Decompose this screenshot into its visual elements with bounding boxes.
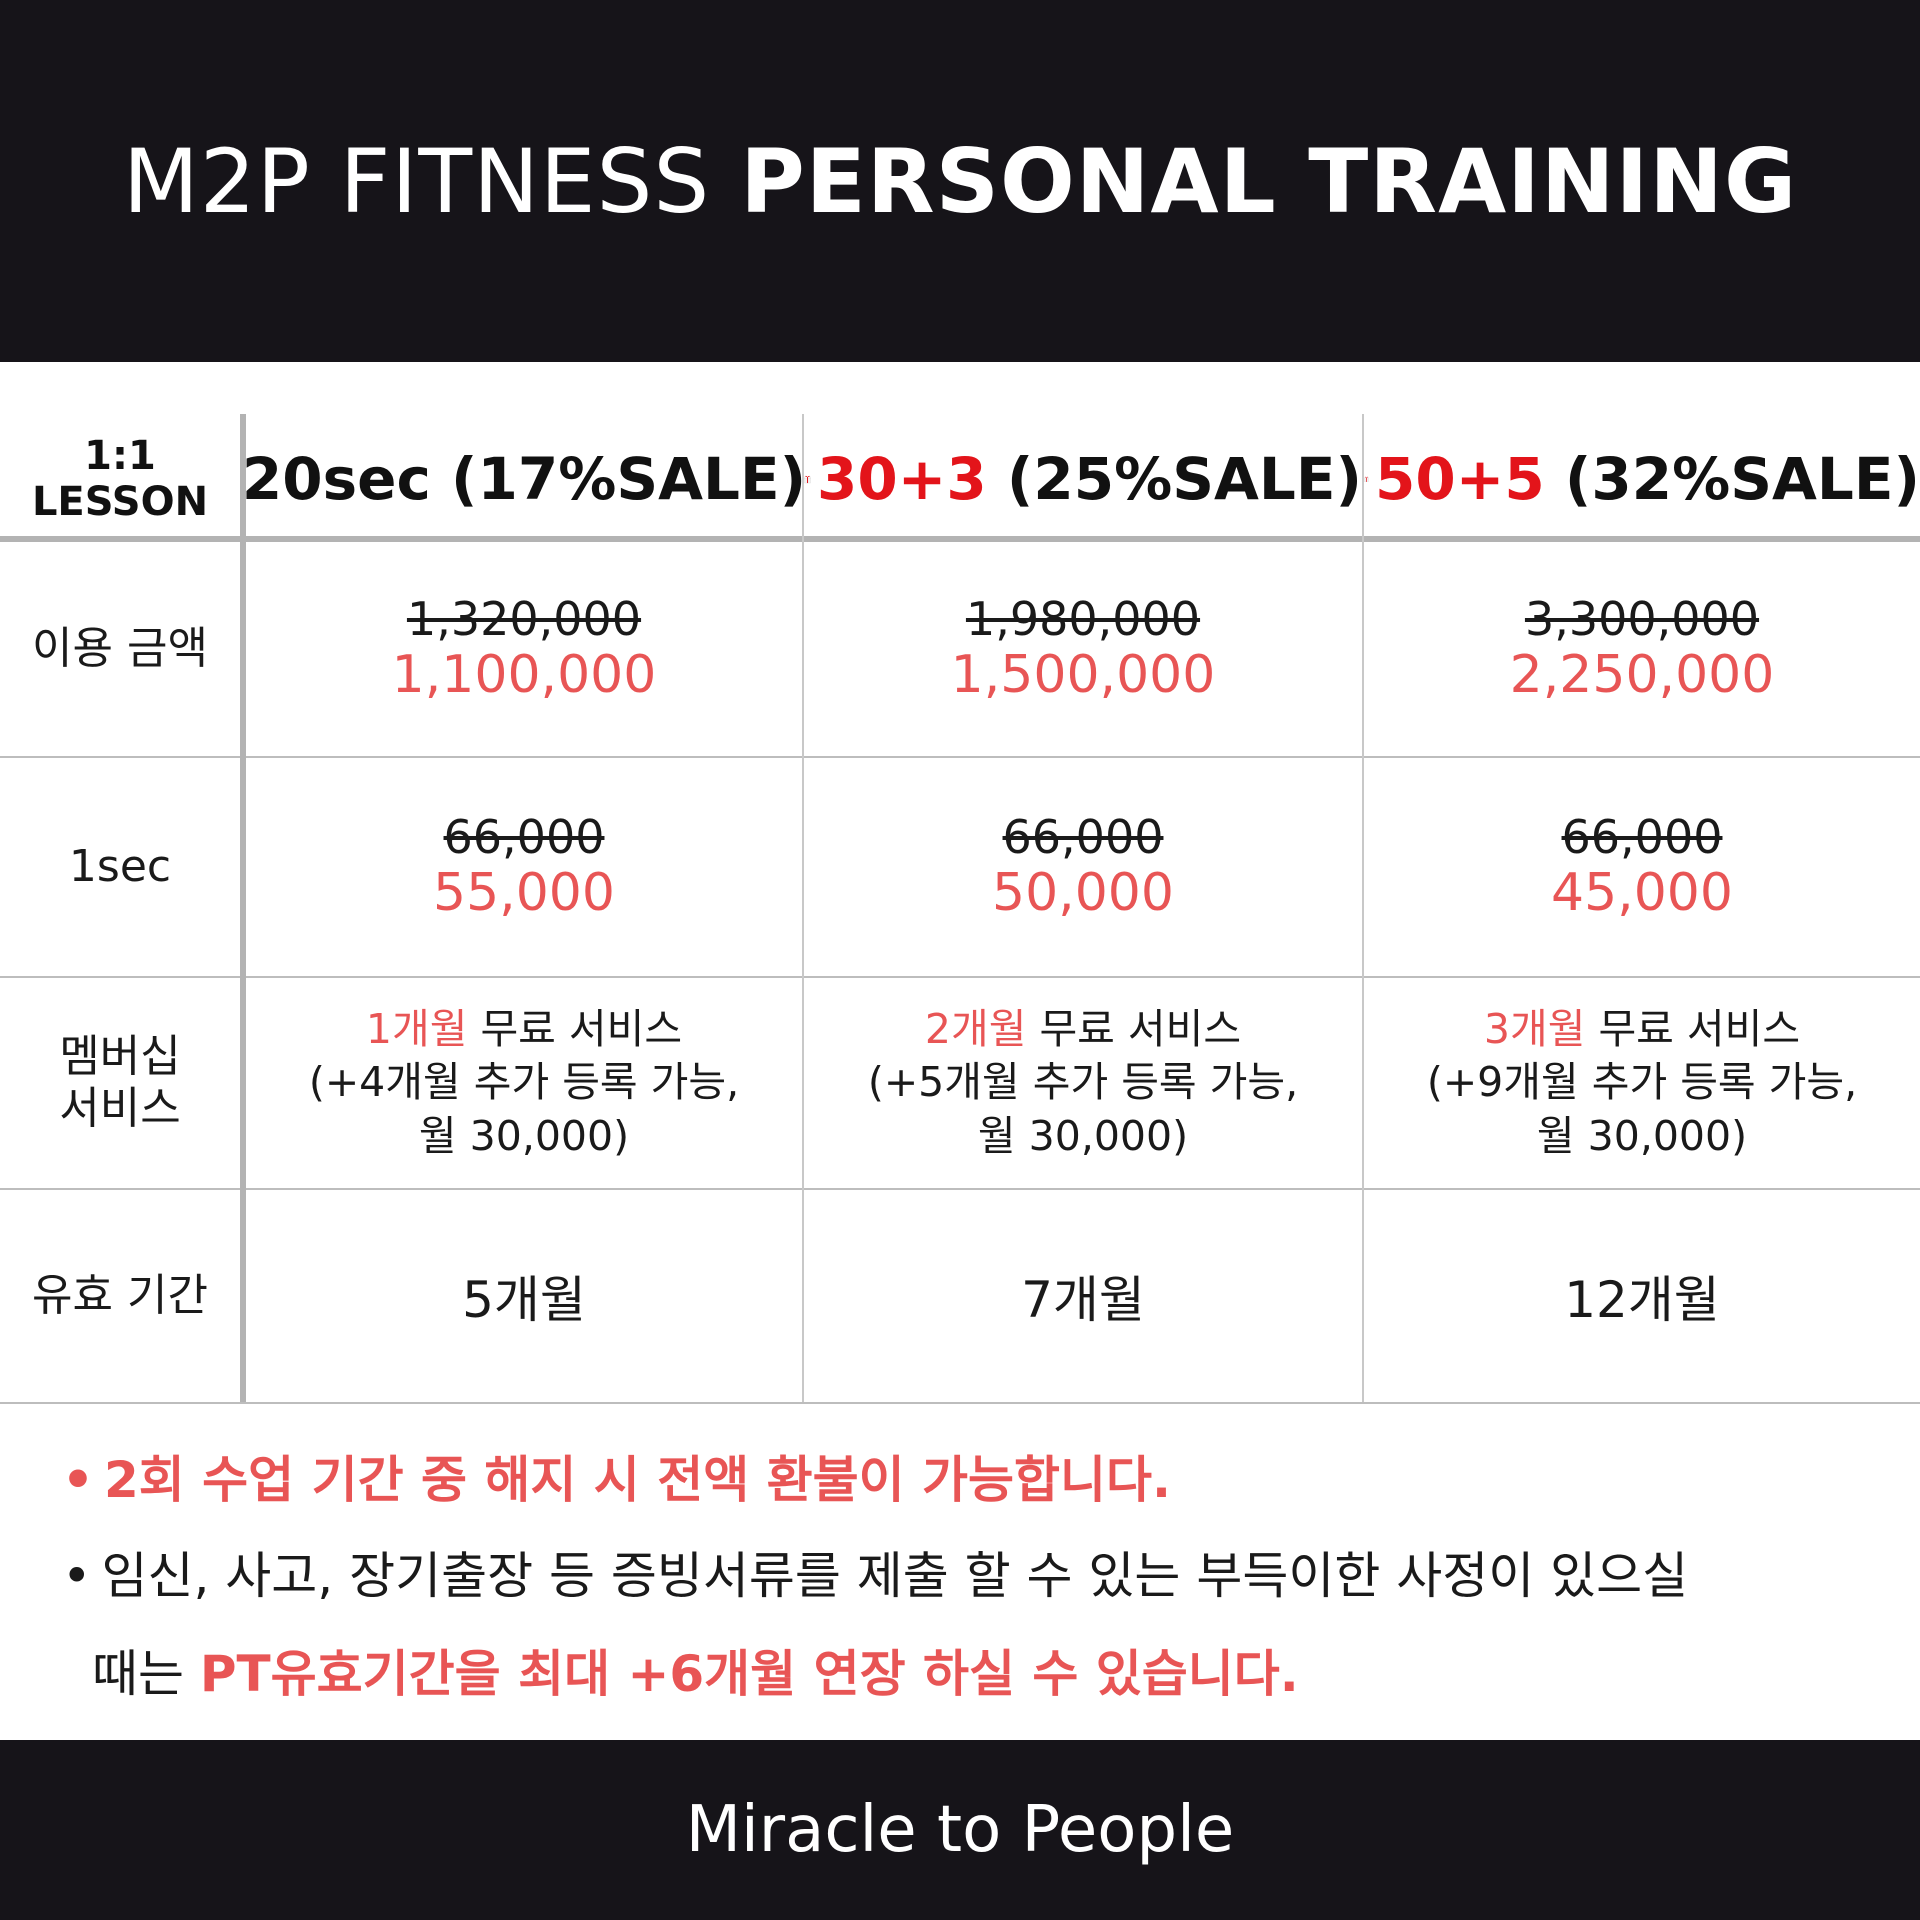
extension-note-text: 임신, 사고, 장기출장 등 증빙서류를 제출 할 수 있는 부득이한 사정이 … [101, 1547, 1689, 1605]
refund-note: • 2회 수업 기간 중 해지 시 전액 환불이 가능합니다. [62, 1440, 1171, 1512]
original-price: 3,300,000 [1524, 591, 1760, 646]
row-label-text: 이용 금액 [32, 623, 208, 675]
lesson-label: LESSON [31, 479, 209, 525]
validity-cell: 5개월 [246, 1190, 802, 1402]
column-header-50plus5: 50+5 (32%SALE) [1364, 422, 1920, 536]
row-divider [0, 756, 1920, 758]
per-session-cell: 66,000 45,000 [1364, 758, 1920, 976]
original-price: 1,980,000 [965, 591, 1201, 646]
original-price: 1,320,000 [406, 591, 642, 646]
column-header-label: 20sec (17%SALE) [241, 445, 807, 513]
column-divider [1362, 414, 1364, 1402]
column-header-count: 30+3 [817, 445, 987, 513]
extension-note-continued: 때는 PT유효기간을 최대 +6개월 연장 하실 수 있습니다. [92, 1634, 1299, 1706]
gift-box-icon [1364, 476, 1370, 482]
row-divider [0, 1402, 1920, 1404]
free-months: 2개월 [924, 1005, 1027, 1054]
row-label-text: 서비스 [59, 1083, 181, 1134]
validity-cell: 12개월 [1364, 1190, 1920, 1402]
price-cell: 3,300,000 2,250,000 [1364, 542, 1920, 756]
original-session-price: 66,000 [1561, 809, 1723, 864]
row-label-text: 1sec [68, 841, 172, 893]
lesson-ratio: 1:1 [84, 433, 156, 479]
free-service-text: 무료 서비스 [467, 1005, 683, 1054]
column-header-count: 50+5 [1375, 445, 1545, 513]
refund-note-text: 2회 수업 기간 중 해지 시 전액 환불이 가능합니다. [103, 1451, 1172, 1509]
bullet: • [62, 1547, 92, 1605]
monthly-fee-text: 월 30,000) [418, 1111, 630, 1160]
free-service-text: 무료 서비스 [1026, 1005, 1242, 1054]
membership-cell: 1개월 무료 서비스 (+4개월 추가 등록 가능, 월 30,000) [246, 978, 802, 1188]
price-cell: 1,980,000 1,500,000 [804, 542, 1362, 756]
row-label-text: 유효 기간 [32, 1270, 208, 1322]
price-table: 1:1 LESSON 20sec (17%SALE) 30+3 (25%SALE… [0, 362, 1920, 1406]
extension-note: • 임신, 사고, 장기출장 등 증빙서류를 제출 할 수 있는 부득이한 사정이… [62, 1536, 1688, 1608]
validity-value: 7개월 [1021, 1271, 1145, 1329]
extension-note-highlight: PT유효기간을 최대 +6개월 연장 하실 수 있습니다. [199, 1645, 1299, 1703]
row-label-price: 이용 금액 [0, 542, 240, 756]
column-header-20sec: 20sec (17%SALE) [242, 422, 806, 536]
notes-section: • 2회 수업 기간 중 해지 시 전액 환불이 가능합니다. • 임신, 사고, … [0, 1406, 1920, 1736]
validity-value: 5개월 [462, 1271, 586, 1329]
per-session-cell: 66,000 55,000 [246, 758, 802, 976]
sale-session-price: 50,000 [992, 862, 1174, 923]
membership-cell: 3개월 무료 서비스 (+9개월 추가 등록 가능, 월 30,000) [1364, 978, 1920, 1188]
sale-session-price: 55,000 [433, 862, 615, 923]
row-label-membership: 멤버십 서비스 [0, 978, 240, 1188]
monthly-fee-text: 월 30,000) [977, 1111, 1189, 1160]
footer-tagline: Miracle to People [685, 1793, 1235, 1867]
extra-registration-text: (+9개월 추가 등록 가능, [1426, 1058, 1858, 1107]
original-session-price: 66,000 [1002, 809, 1164, 864]
membership-free-line: 3개월 무료 서비스 [1484, 1003, 1800, 1056]
sale-price: 2,250,000 [1509, 644, 1775, 705]
membership-free-line: 1개월 무료 서비스 [366, 1003, 682, 1056]
title-brand: M2P FITNESS [122, 129, 711, 233]
free-months: 3개월 [1483, 1005, 1586, 1054]
validity-value: 12개월 [1564, 1271, 1720, 1329]
free-service-text: 무료 서비스 [1585, 1005, 1801, 1054]
column-header-sale: (32%SALE) [1544, 445, 1920, 513]
row-divider [0, 1188, 1920, 1190]
membership-free-line: 2개월 무료 서비스 [925, 1003, 1241, 1056]
gift-box-icon [804, 475, 812, 484]
sale-price: 1,500,000 [950, 644, 1216, 705]
row-divider [0, 976, 1920, 978]
label-column-divider [240, 414, 246, 1402]
extra-registration-text: (+5개월 추가 등록 가능, [867, 1058, 1299, 1107]
per-session-cell: 66,000 50,000 [804, 758, 1362, 976]
row-label-validity: 유효 기간 [0, 1190, 240, 1402]
validity-cell: 7개월 [804, 1190, 1362, 1402]
column-divider [802, 414, 804, 1402]
column-header-sale: (25%SALE) [986, 445, 1362, 513]
page-header: M2P FITNESS PERSONAL TRAINING [0, 0, 1920, 362]
membership-cell: 2개월 무료 서비스 (+5개월 추가 등록 가능, 월 30,000) [804, 978, 1362, 1188]
table-header-divider [0, 536, 1920, 542]
lesson-type-header: 1:1 LESSON [0, 422, 240, 536]
page-footer: Miracle to People [0, 1740, 1920, 1920]
row-label-per-session: 1sec [0, 758, 240, 976]
free-months: 1개월 [365, 1005, 468, 1054]
extra-registration-text: (+4개월 추가 등록 가능, [308, 1058, 740, 1107]
title-program: PERSONAL TRAINING [740, 129, 1798, 233]
price-cell: 1,320,000 1,100,000 [246, 542, 802, 756]
row-label-text: 멤버십 [59, 1031, 181, 1083]
extension-note-lead: 때는 [92, 1645, 200, 1703]
original-session-price: 66,000 [443, 809, 605, 864]
sale-session-price: 45,000 [1551, 862, 1733, 923]
monthly-fee-text: 월 30,000) [1536, 1111, 1748, 1160]
column-header-30plus3: 30+3 (25%SALE) [804, 422, 1362, 536]
bullet: • [62, 1451, 94, 1509]
sale-price: 1,100,000 [391, 644, 657, 705]
